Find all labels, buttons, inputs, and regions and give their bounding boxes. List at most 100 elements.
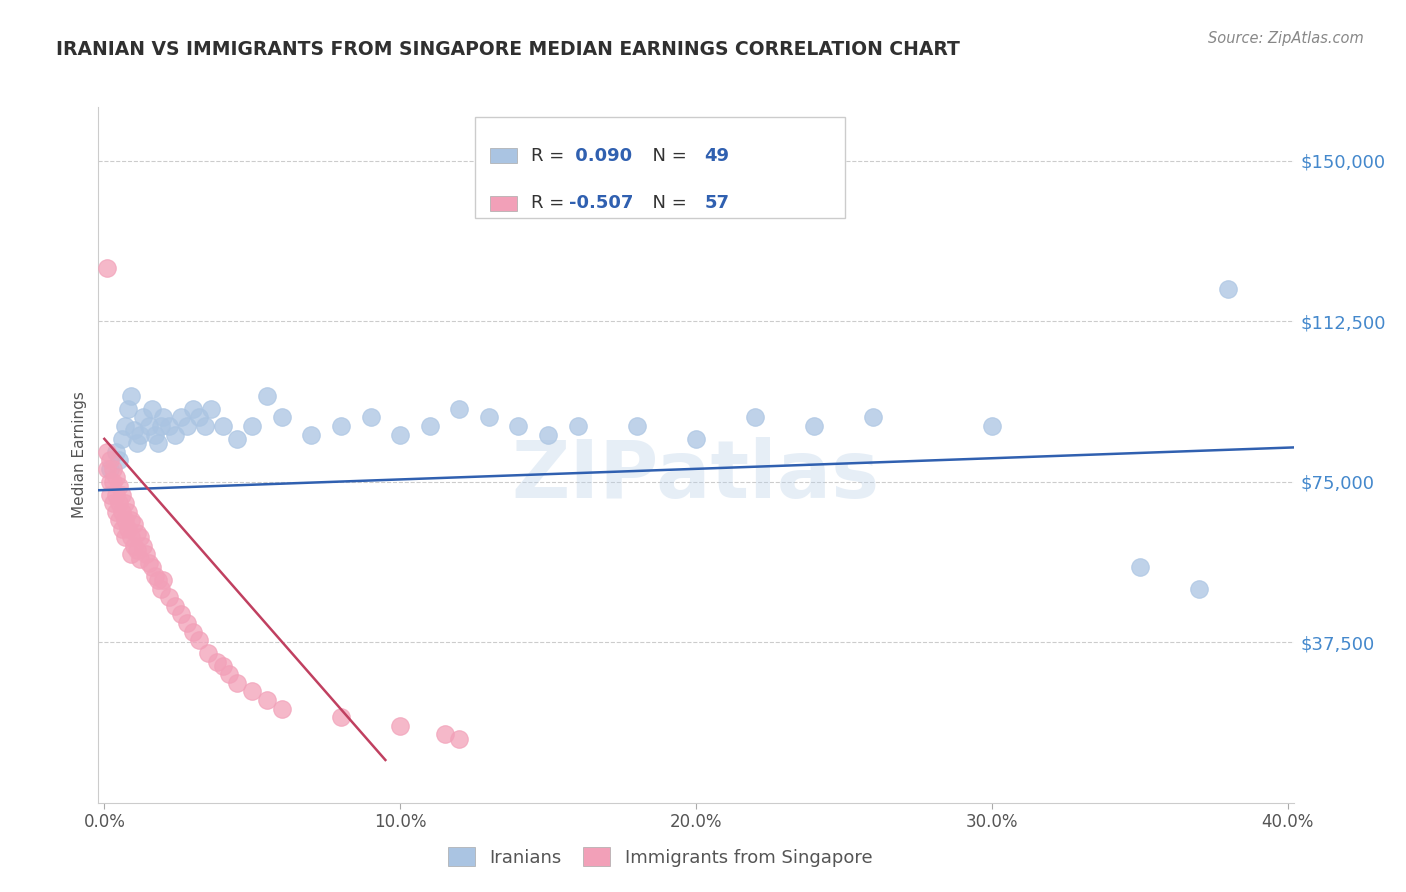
Text: 57: 57 (704, 194, 730, 212)
Point (138, 556, 160, 570)
Point (120, 513, 142, 527)
FancyBboxPatch shape (491, 148, 517, 163)
Point (117, 401, 139, 416)
Point (419, 419, 441, 434)
Point (685, 432, 707, 446)
Point (141, 560, 163, 574)
Point (330, 710, 353, 724)
Point (105, 444, 128, 458)
Point (114, 530, 136, 544)
Point (537, 427, 560, 442)
Point (105, 470, 128, 484)
Point (103, 475, 125, 489)
Text: N =: N = (641, 194, 693, 212)
Point (108, 496, 131, 510)
Point (125, 526, 148, 541)
Point (170, 607, 193, 622)
Text: 49: 49 (704, 147, 730, 165)
Point (211, 658, 233, 673)
Point (120, 548, 142, 562)
Point (478, 410, 501, 425)
Point (176, 419, 198, 434)
Point (108, 513, 131, 527)
Point (122, 517, 145, 532)
Point (111, 505, 134, 519)
Point (270, 410, 292, 425)
Point (240, 684, 263, 698)
Legend: Iranians, Immigrants from Singapore: Iranians, Immigrants from Singapore (440, 840, 880, 874)
Point (240, 419, 263, 434)
Point (218, 667, 240, 681)
Point (1218, 282, 1240, 296)
Point (111, 522, 134, 536)
Point (181, 624, 204, 639)
Point (188, 633, 211, 648)
Point (433, 727, 456, 741)
Point (149, 582, 172, 596)
Point (105, 487, 128, 501)
Point (105, 505, 128, 519)
Text: IRANIAN VS IMMIGRANTS FROM SINGAPORE MEDIAN EARNINGS CORRELATION CHART: IRANIAN VS IMMIGRANTS FROM SINGAPORE MED… (56, 40, 960, 59)
Point (135, 548, 157, 562)
Point (1129, 560, 1152, 574)
Text: Source: ZipAtlas.com: Source: ZipAtlas.com (1208, 31, 1364, 46)
Point (803, 419, 825, 434)
Point (120, 389, 142, 403)
Point (152, 573, 174, 587)
Point (108, 453, 131, 467)
Point (146, 573, 169, 587)
Point (256, 389, 278, 403)
Point (626, 419, 648, 434)
Point (108, 479, 131, 493)
Point (122, 423, 145, 437)
Point (103, 496, 125, 510)
Point (360, 410, 382, 425)
Point (200, 401, 222, 416)
Point (122, 539, 145, 553)
Point (125, 436, 148, 450)
Point (389, 719, 412, 733)
Point (111, 487, 134, 501)
Point (299, 427, 322, 442)
Point (138, 419, 160, 434)
Point (165, 599, 187, 613)
Point (114, 419, 136, 434)
Point (181, 401, 204, 416)
Point (111, 432, 134, 446)
Point (114, 513, 136, 527)
Point (96, 462, 118, 476)
Point (117, 505, 139, 519)
Point (226, 676, 249, 690)
Point (128, 427, 150, 442)
Point (744, 410, 766, 425)
Point (96, 260, 118, 275)
Point (98, 475, 121, 489)
Point (330, 419, 353, 434)
Point (449, 731, 471, 746)
Point (98, 453, 121, 467)
Text: -0.507: -0.507 (569, 194, 634, 212)
Point (143, 569, 166, 583)
Point (256, 693, 278, 707)
Point (176, 615, 198, 630)
Point (1188, 582, 1211, 596)
FancyBboxPatch shape (491, 195, 517, 211)
Point (96, 444, 118, 458)
Point (132, 539, 155, 553)
Point (194, 419, 217, 434)
Point (862, 410, 884, 425)
Point (449, 401, 471, 416)
Text: N =: N = (641, 147, 693, 165)
Point (157, 419, 180, 434)
Point (98, 487, 121, 501)
Point (165, 427, 187, 442)
Point (211, 419, 233, 434)
Y-axis label: Median Earnings: Median Earnings (72, 392, 87, 518)
Point (567, 419, 589, 434)
Point (143, 427, 166, 442)
Text: R =: R = (531, 194, 569, 212)
FancyBboxPatch shape (475, 118, 845, 219)
Text: R =: R = (531, 147, 569, 165)
Point (157, 591, 180, 605)
Point (170, 410, 193, 425)
